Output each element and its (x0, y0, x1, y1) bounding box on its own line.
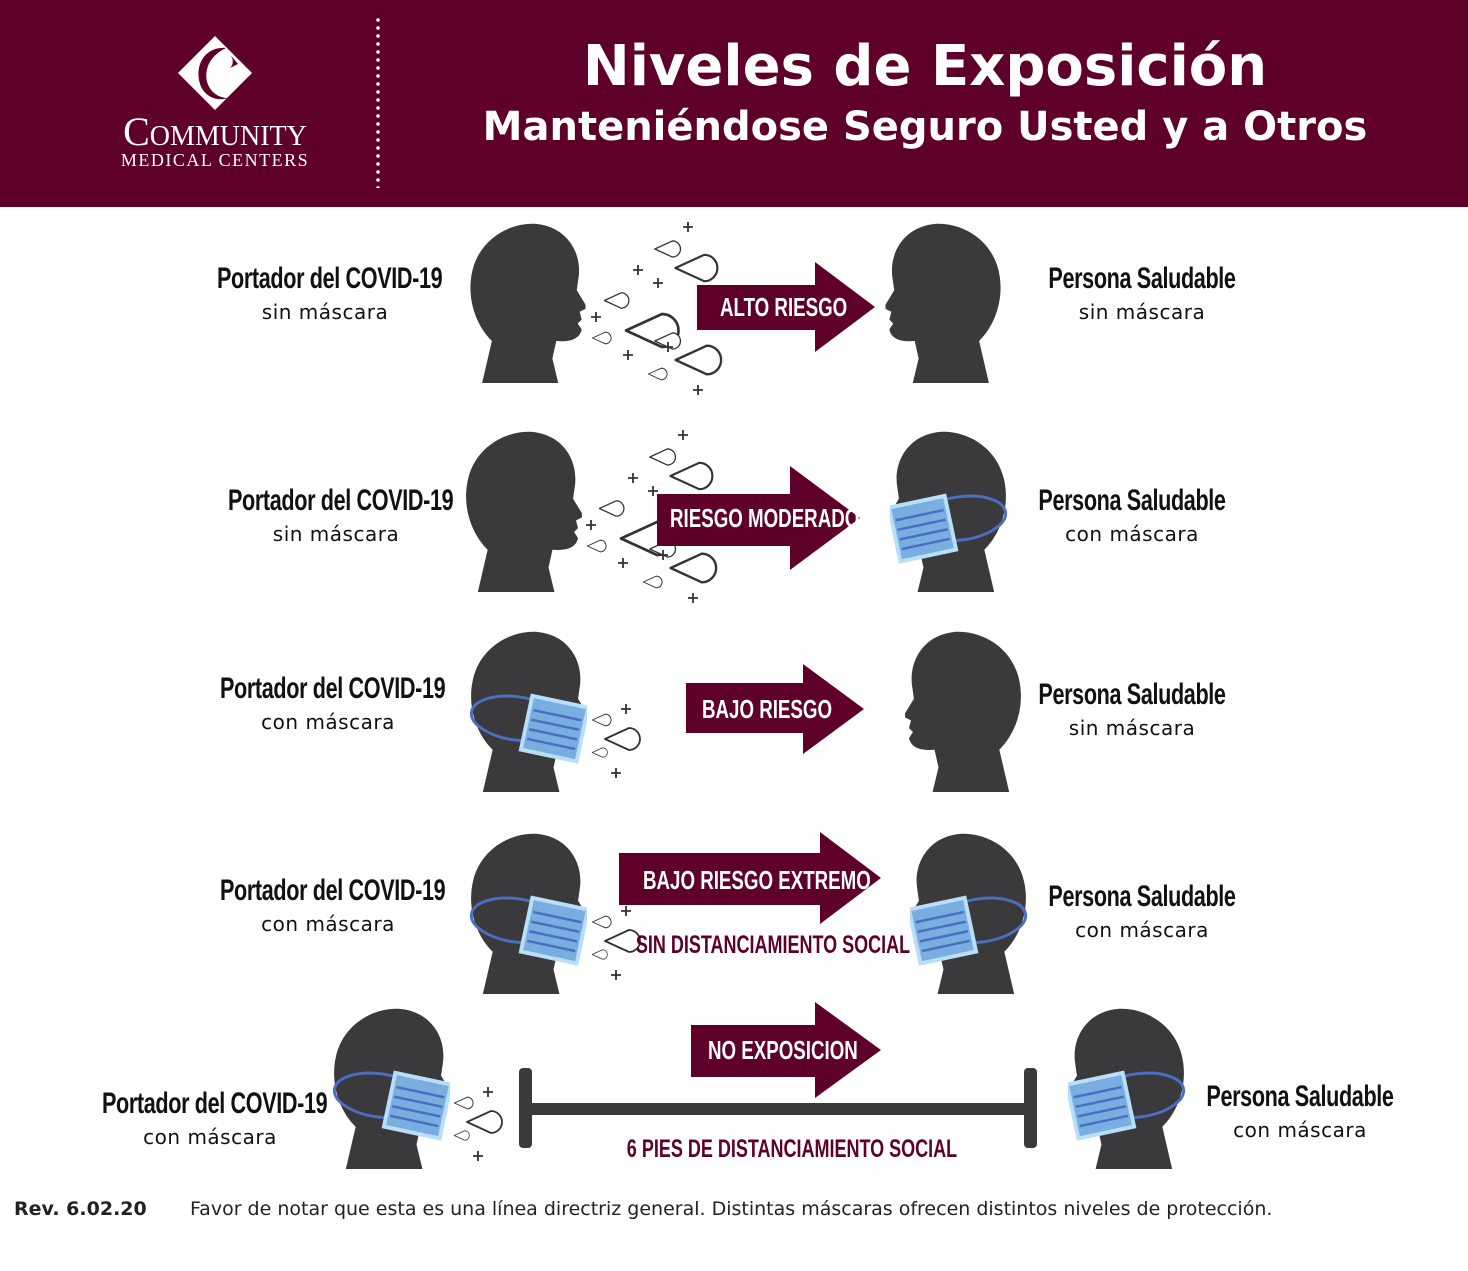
person-title: Persona Saludable (1038, 484, 1226, 517)
person-title: Portador del COVID-19 (101, 1087, 328, 1120)
risk-arrow (697, 262, 875, 352)
revision-label: Rev. 6.02.20 (14, 1198, 147, 1220)
healthy-person-label: Persona Saludable sin máscara (992, 262, 1292, 324)
risk-level-label: BAJO RIESGO (702, 694, 833, 724)
mask-status: con máscara (261, 710, 395, 734)
logo-wordmark: Community (123, 109, 307, 154)
healthy-head (885, 222, 1003, 383)
head-silhouette-icon (470, 224, 586, 383)
healthy-person-label: Persona Saludable con máscara (1150, 1080, 1450, 1142)
person-title: Portador del COVID-19 (220, 672, 446, 705)
footer-note: Favor de notar que esta es una línea dir… (190, 1198, 1273, 1220)
head-silhouette-icon (466, 432, 583, 592)
person-title: Persona Saludable (1206, 1080, 1394, 1113)
risk-level-label: ALTO RIESGO (720, 292, 848, 322)
mask-status: con máscara (261, 912, 395, 936)
risk-level-label: NO EXPOSICION (708, 1035, 858, 1065)
mask-status: con máscara (1065, 522, 1199, 546)
person-title: Portador del COVID-19 (228, 484, 454, 517)
carrier-head (468, 630, 588, 792)
distance-bar-left-cap (519, 1068, 532, 1148)
mask-status: sin máscara (272, 522, 400, 546)
distance-bar (524, 1103, 1032, 1115)
carrier-head (463, 430, 583, 592)
head-silhouette-icon (904, 632, 1021, 792)
person-title: Portador del COVID-19 (217, 262, 443, 295)
page-subtitle: Manteniéndose Seguro Usted y a Otros (482, 104, 1368, 150)
healthy-person-label: Persona Saludable con máscara (992, 880, 1292, 942)
logo-emblem-icon (178, 36, 252, 110)
mask-status: con máscara (143, 1125, 277, 1149)
healthy-person-label: Persona Saludable con máscara (982, 484, 1282, 546)
mask-status: sin máscara (1078, 300, 1206, 324)
logo-subtext: MEDICAL CENTERS (120, 150, 310, 170)
mask-status: sin máscara (261, 300, 389, 324)
risk-arrow (691, 1002, 881, 1098)
carrier-head (468, 832, 588, 994)
risk-level-label: RIESGO MODERADO (670, 503, 860, 533)
carrier-label: Portador del COVID-19 sin máscara (175, 262, 475, 324)
carrier-label: Portador del COVID-19 con máscara (178, 874, 478, 936)
person-title: Portador del COVID-19 (220, 874, 446, 907)
risk-level-label: BAJO RIESGO EXTREMO (643, 865, 871, 895)
dotted-divider (376, 16, 380, 188)
header-banner: Community MEDICAL CENTERS Niveles de Exp… (0, 0, 1468, 207)
carrier-label: Portador del COVID-19 con máscara (178, 672, 478, 734)
person-title: Persona Saludable (1048, 880, 1236, 913)
person-title: Persona Saludable (1048, 262, 1236, 295)
distance-bar-right-cap (1024, 1068, 1037, 1148)
healthy-head (908, 832, 1030, 994)
healthy-head (888, 430, 1010, 592)
mask-status: sin máscara (1068, 716, 1196, 740)
person-title: Persona Saludable (1038, 678, 1226, 711)
risk-arrow (686, 664, 864, 754)
carrier-head (330, 1007, 452, 1169)
risk-arrow (619, 832, 881, 924)
head-silhouette-icon (885, 224, 1001, 383)
healthy-person-label: Persona Saludable sin máscara (982, 678, 1282, 740)
carrier-head (468, 222, 586, 383)
healthy-head (904, 630, 1024, 792)
page-title: Niveles de Exposición (582, 34, 1268, 99)
carrier-label: Portador del COVID-19 sin máscara (186, 484, 486, 546)
carrier-label: Portador del COVID-19 con máscara (60, 1087, 360, 1149)
mask-status: con máscara (1075, 918, 1209, 942)
risk-arrow (657, 466, 860, 570)
distancing-note: 6 PIES DE DISTANCIAMIENTO SOCIAL (626, 1135, 958, 1163)
distancing-note: SIN DISTANCIAMIENTO SOCIAL (635, 931, 911, 959)
community-logo: Community MEDICAL CENTERS (100, 34, 330, 174)
mask-status: con máscara (1233, 1118, 1367, 1142)
healthy-head (1064, 1007, 1190, 1169)
